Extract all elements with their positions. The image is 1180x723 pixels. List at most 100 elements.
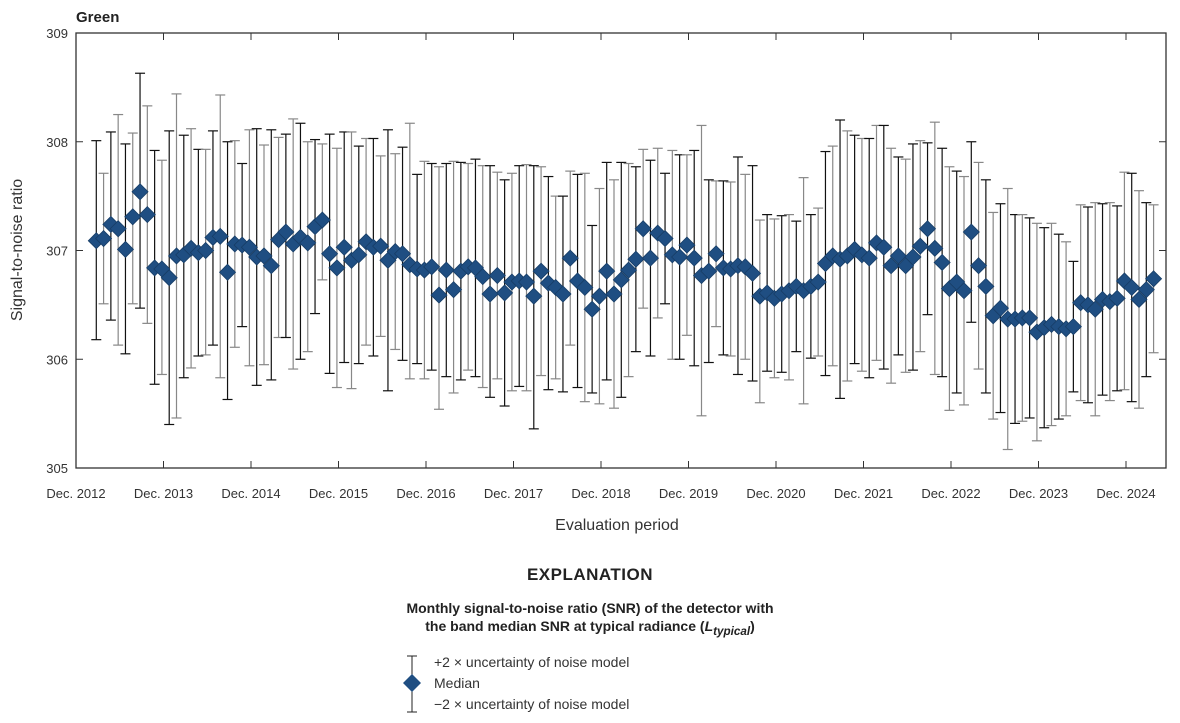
median-diamond-marker xyxy=(138,206,156,224)
median-diamond-marker xyxy=(350,246,368,264)
median-diamond-marker xyxy=(641,249,660,267)
median-diamond-marker xyxy=(685,249,703,267)
median-diamond-marker xyxy=(904,248,922,266)
median-diamond-marker xyxy=(590,287,608,305)
x-tick-label: Dec. 2013 xyxy=(134,486,193,501)
median-diamond-marker xyxy=(437,261,455,279)
median-diamond-marker xyxy=(488,266,506,285)
median-diamond-marker xyxy=(1137,281,1155,299)
y-tick-label: 307 xyxy=(46,244,68,259)
median-diamond-marker xyxy=(525,287,543,305)
x-tick-label: Dec. 2021 xyxy=(834,486,893,501)
median-diamond-marker xyxy=(299,234,317,252)
median-diamond-marker xyxy=(445,281,463,299)
legend-description-line1: Monthly signal-to-noise ratio (SNR) of t… xyxy=(406,600,774,616)
legend: EXPLANATION Monthly signal-to-noise rati… xyxy=(0,560,1180,713)
median-diamond-marker xyxy=(430,286,448,304)
median-diamond-marker xyxy=(634,220,652,238)
median-diamond-marker xyxy=(991,299,1010,317)
median-diamond-marker xyxy=(671,248,689,266)
median-diamond-marker xyxy=(218,263,237,281)
y-tick-label: 308 xyxy=(46,135,68,150)
median-diamond-marker xyxy=(583,300,601,318)
median-diamond-marker xyxy=(372,237,390,255)
median-diamond-marker xyxy=(678,236,696,254)
legend-heading: EXPLANATION xyxy=(526,565,654,584)
median-diamond-marker xyxy=(1086,300,1104,318)
median-diamond-marker xyxy=(335,238,353,256)
y-tick-label: 305 xyxy=(46,461,68,476)
median-diamond-marker xyxy=(160,269,178,287)
legend-desc-prefix: the band median SNR at typical radiance … xyxy=(425,618,705,634)
median-diamond-marker xyxy=(116,240,135,258)
median-diamond-marker xyxy=(393,245,412,263)
snr-chart: Green 305 306 307 308 309 Dec. 2012 Dec. 2013… xyxy=(9,9,1167,534)
median-diamond-marker xyxy=(918,220,937,238)
median-diamond-marker xyxy=(605,285,623,303)
median-diamond-marker xyxy=(561,249,579,267)
y-tick-label: 309 xyxy=(46,26,68,41)
median-diamond-marker xyxy=(860,249,878,267)
median-diamond-marker xyxy=(926,239,944,257)
median-diamond-marker xyxy=(1145,270,1163,288)
x-tick-label: Dec. 2022 xyxy=(921,486,980,501)
x-tick-label: Dec. 2024 xyxy=(1096,486,1155,501)
median-diamond-marker xyxy=(262,257,280,275)
legend-desc-symbol: L xyxy=(704,618,714,634)
chart-title: Green xyxy=(76,9,119,26)
median-diamond-marker xyxy=(313,211,331,229)
legend-item-lower: −2 × uncertainty of noise model xyxy=(434,696,630,712)
median-diamond-marker xyxy=(627,250,645,268)
x-tick-label: Dec. 2019 xyxy=(659,486,718,501)
y-tick-label: 306 xyxy=(46,352,68,367)
y-axis-label: Signal-to-noise ratio xyxy=(9,179,26,321)
x-tick-label: Dec. 2023 xyxy=(1009,486,1068,501)
median-diamond-marker xyxy=(1123,278,1141,297)
median-diamond-marker xyxy=(700,262,718,280)
median-diamond-marker xyxy=(481,285,499,303)
x-axis-label: Evaluation period xyxy=(555,517,679,534)
median-markers xyxy=(87,183,1163,341)
median-diamond-marker xyxy=(809,273,827,291)
median-diamond-marker xyxy=(240,238,258,256)
legend-description-line2: the band median SNR at typical radiance … xyxy=(0,617,1180,641)
median-diamond-marker xyxy=(977,277,995,295)
median-diamond-marker xyxy=(532,262,550,280)
legend-errorbar-diamond-icon xyxy=(403,655,421,713)
median-diamond-marker xyxy=(474,268,492,286)
median-diamond-marker xyxy=(1021,309,1039,327)
median-diamond-marker xyxy=(620,261,638,279)
median-diamond-marker xyxy=(576,278,594,297)
x-tick-label: Dec. 2016 xyxy=(396,486,455,501)
median-diamond-marker xyxy=(423,258,441,276)
x-tick-label: Dec. 2018 xyxy=(571,486,630,501)
median-diamond-marker xyxy=(131,183,149,201)
median-diamond-marker xyxy=(875,238,893,256)
x-tick-label: Dec. 2014 xyxy=(221,486,280,501)
legend-desc-subscript: typical xyxy=(713,624,751,638)
median-diamond-marker xyxy=(517,273,536,291)
legend-desc-suffix: ) xyxy=(750,618,755,634)
median-diamond-marker xyxy=(889,247,907,265)
error-bars xyxy=(91,72,1159,451)
plot-frame xyxy=(75,32,1167,469)
x-tick-label: Dec. 2012 xyxy=(46,486,105,501)
legend-description: Monthly signal-to-noise ratio (SNR) of t… xyxy=(0,599,1180,641)
median-diamond-marker xyxy=(1064,318,1082,336)
median-diamond-marker xyxy=(277,223,295,241)
median-diamond-marker xyxy=(321,245,339,263)
median-diamond-marker xyxy=(598,262,616,280)
x-axis: Dec. 2012 Dec. 2013 Dec. 2014 Dec. 2015 Dec.… xyxy=(46,33,1156,501)
median-diamond-marker xyxy=(211,227,229,245)
median-diamond-marker xyxy=(124,208,142,226)
legend-items: +2 × uncertainty of noise model Median −… xyxy=(402,652,629,715)
median-diamond-marker xyxy=(197,241,215,260)
median-diamond-marker xyxy=(962,223,980,241)
median-diamond-marker xyxy=(182,239,200,257)
median-diamond-marker xyxy=(1108,289,1126,307)
median-diamond-marker xyxy=(612,271,630,289)
median-diamond-marker xyxy=(496,284,514,302)
median-diamond-marker xyxy=(707,245,725,263)
median-diamond-marker xyxy=(656,229,674,248)
median-diamond-marker xyxy=(554,285,572,303)
